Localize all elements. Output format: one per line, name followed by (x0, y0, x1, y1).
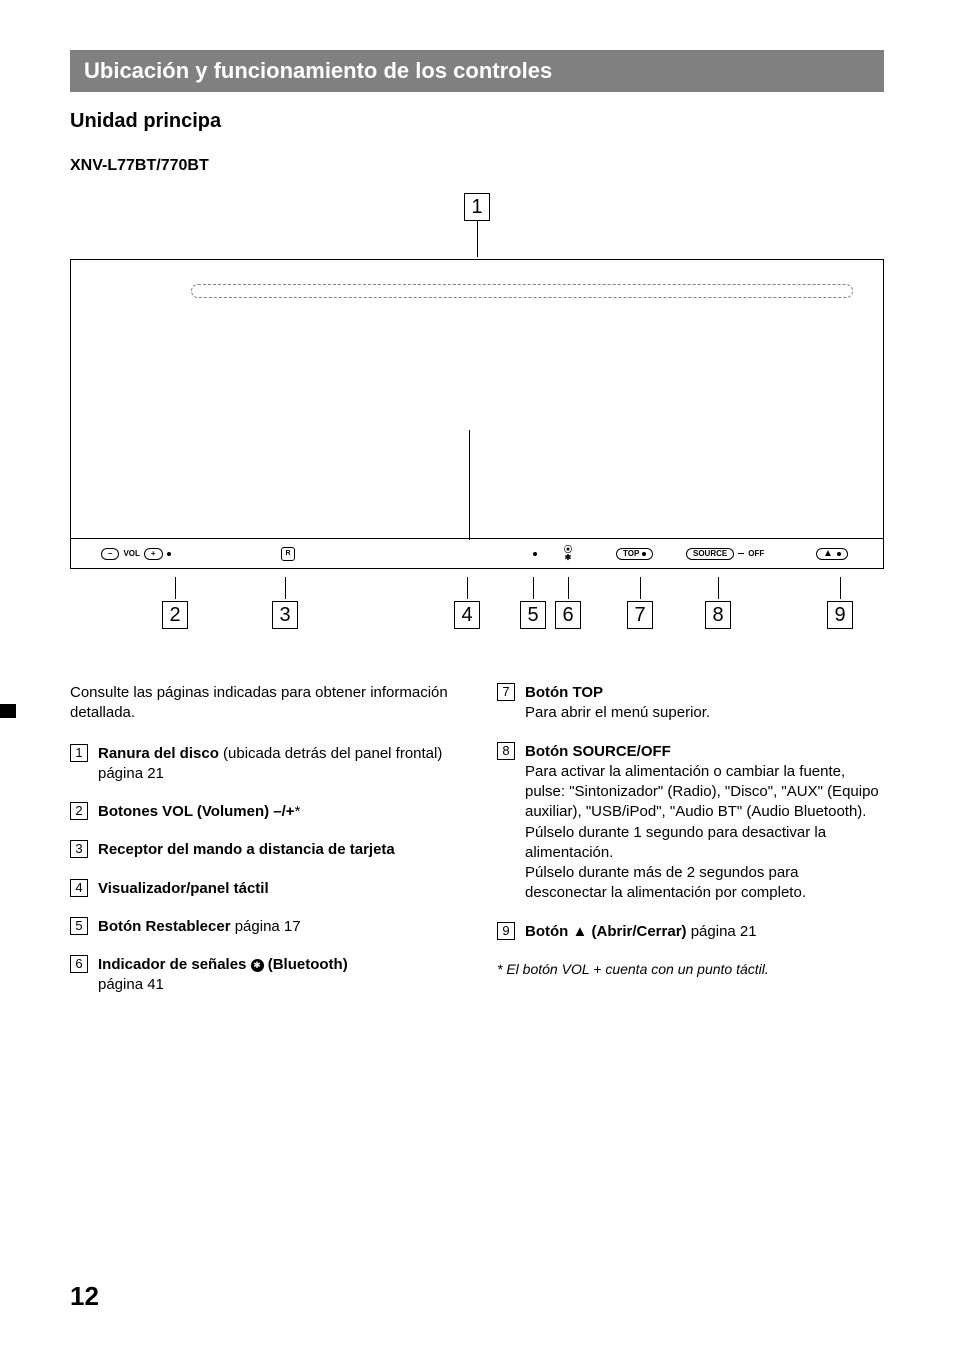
callout-7: 7 (627, 577, 653, 629)
description-columns: Consulte las páginas indicadas para obte… (70, 683, 884, 1014)
callout-1: 1 (464, 193, 490, 257)
item-2: 2Botones VOL (Volumen) –/+* (70, 802, 457, 822)
eject-button[interactable]: ▲ (816, 548, 848, 560)
item-6: 6Indicador de señales ✱ (Bluetooth)págin… (70, 955, 457, 996)
callout-4: 4 (454, 577, 480, 629)
callout-8: 8 (705, 577, 731, 629)
top-button[interactable]: TOP (616, 548, 653, 560)
disc-slot (191, 284, 853, 298)
item-8: 8Botón SOURCE/OFFPara activar la aliment… (497, 742, 884, 904)
footnote: * El botón VOL + cuenta con un punto tác… (497, 960, 884, 979)
subtitle: Unidad principa (70, 110, 884, 133)
item-9: 9Botón ▲ (Abrir/Cerrar) página 21 (497, 922, 884, 942)
callout-6: 6 (555, 577, 581, 629)
item-1: 1Ranura del disco (ubicada detrás del pa… (70, 744, 457, 785)
item-3: 3Receptor del mando a distancia de tarje… (70, 840, 457, 860)
vol-label: VOL (123, 549, 139, 558)
reset-button[interactable] (533, 552, 537, 556)
callout-3: 3 (272, 577, 298, 629)
vol-group: – VOL + (101, 548, 171, 560)
tactile-dot (167, 552, 171, 556)
item-5: 5Botón Restablecer página 17 (70, 917, 457, 937)
left-column: Consulte las páginas indicadas para obte… (70, 683, 457, 1014)
vol-plus-button[interactable]: + (144, 548, 163, 560)
control-bar: – VOL + R ⦿✱ TOP SOURCE (71, 538, 883, 568)
device-front: – VOL + R ⦿✱ TOP SOURCE (70, 259, 884, 569)
bluetooth-indicator: ⦿✱ (564, 546, 572, 562)
callout-9: 9 (827, 577, 853, 629)
callout-5: 5 (520, 577, 546, 629)
side-tab (0, 704, 16, 718)
right-column: 7Botón TOPPara abrir el menú superior. 8B… (497, 683, 884, 1014)
source-off-button[interactable]: SOURCE OFF (686, 548, 764, 560)
ir-icon: R (281, 547, 295, 561)
callout-2: 2 (162, 577, 188, 629)
model-number: XNV-L77BT/770BT (70, 157, 884, 175)
vol-minus-button[interactable]: – (101, 548, 119, 560)
item-4: 4Visualizador/panel táctil (70, 879, 457, 899)
page-number: 12 (70, 1281, 99, 1312)
item-7: 7Botón TOPPara abrir el menú superior. (497, 683, 884, 724)
device-diagram: 1 – VOL + R ⦿✱ (70, 193, 884, 643)
callout-number: 1 (464, 193, 490, 221)
section-header: Ubicación y funcionamiento de los contro… (70, 50, 884, 92)
ir-receiver: R (281, 547, 295, 561)
off-label: OFF (748, 549, 764, 558)
touchscreen-leader (469, 430, 470, 540)
intro-text: Consulte las páginas indicadas para obte… (70, 683, 457, 724)
bottom-callouts: 2 3 45678 9 (70, 577, 884, 637)
